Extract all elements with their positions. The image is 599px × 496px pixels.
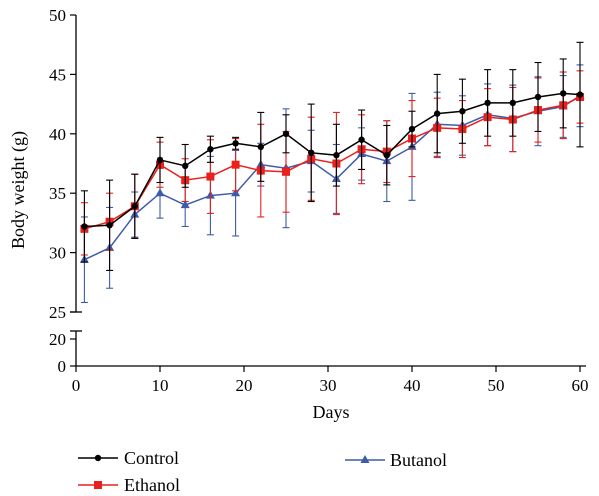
data-point-control-day-22 <box>257 143 264 151</box>
data-point-control-day-19 <box>232 140 239 147</box>
data-point-control-day-40 <box>408 125 416 133</box>
data-point-control-day-55 <box>534 93 542 101</box>
legend-item-butanol: Butanol <box>345 450 447 470</box>
data-point-butanol-day-19 <box>231 188 241 197</box>
data-point-ethanol-day-25 <box>282 167 290 176</box>
data-point-control-day-1 <box>81 223 88 230</box>
data-point-control-day-46 <box>459 108 466 115</box>
series-line-butanol <box>84 95 581 261</box>
y-tick-label-25: 25 <box>49 303 66 322</box>
legend-marker-control <box>94 454 102 462</box>
x-tick-label-50: 50 <box>488 376 505 395</box>
data-point-ethanol-day-16 <box>206 172 215 181</box>
x-tick-label-10: 10 <box>152 376 169 395</box>
data-point-control-day-10 <box>156 156 164 164</box>
y-tick-label-50: 50 <box>49 6 66 25</box>
ticks: 0 10 20 30 40 50 60 25 30 35 40 45 50 0 20 <box>49 6 589 395</box>
x-axis-title: Days <box>313 402 350 422</box>
data-point-ethanol-day-19 <box>231 160 240 169</box>
y-axis-title: Body weight (g) <box>8 131 29 249</box>
data-point-control-day-37 <box>383 151 390 159</box>
x-tick-label-60: 60 <box>572 376 589 395</box>
data-point-control-day-31 <box>333 151 340 159</box>
data-point-control-day-34 <box>358 136 365 143</box>
data-point-control-day-25 <box>282 130 290 137</box>
series-butanol <box>79 64 585 304</box>
data-point-control-day-28 <box>308 149 315 157</box>
legend-label-ethanol: Ethanol <box>124 475 180 495</box>
y-tick-label-45: 45 <box>49 65 66 84</box>
data-point-control-day-52 <box>509 99 516 107</box>
legend: Control Ethanol Butanol <box>78 448 447 495</box>
y-tick-label-40: 40 <box>49 125 66 144</box>
data-point-control-day-58 <box>560 90 567 97</box>
data-point-control-day-43 <box>434 110 441 117</box>
x-tick-label-40: 40 <box>404 376 421 395</box>
plot-area <box>79 41 585 304</box>
legend-label-control: Control <box>124 448 179 468</box>
legend-marker-butanol <box>360 455 370 463</box>
series-control <box>80 41 584 271</box>
data-point-butanol-day-13 <box>180 200 190 209</box>
x-tick-label-20: 20 <box>236 376 253 395</box>
legend-label-butanol: Butanol <box>390 450 447 470</box>
y-tick-label-20: 20 <box>49 330 66 349</box>
x-tick-label-0: 0 <box>72 376 81 395</box>
data-point-control-day-4 <box>106 222 113 229</box>
y-tick-label-0: 0 <box>58 357 67 376</box>
data-point-control-day-49 <box>484 99 491 107</box>
data-point-control-day-60 <box>576 91 584 98</box>
data-point-control-day-16 <box>207 146 214 153</box>
data-point-control-day-7 <box>131 203 138 210</box>
x-tick-label-30: 30 <box>320 376 337 395</box>
axes <box>70 15 586 367</box>
legend-marker-ethanol <box>94 481 102 489</box>
y-tick-label-30: 30 <box>49 244 66 263</box>
legend-item-control: Control <box>78 448 179 468</box>
data-point-butanol-day-10 <box>155 188 165 197</box>
y-tick-label-35: 35 <box>49 184 66 203</box>
series-ethanol <box>80 70 584 256</box>
legend-item-ethanol: Ethanol <box>78 475 180 495</box>
data-point-control-day-13 <box>182 162 189 170</box>
